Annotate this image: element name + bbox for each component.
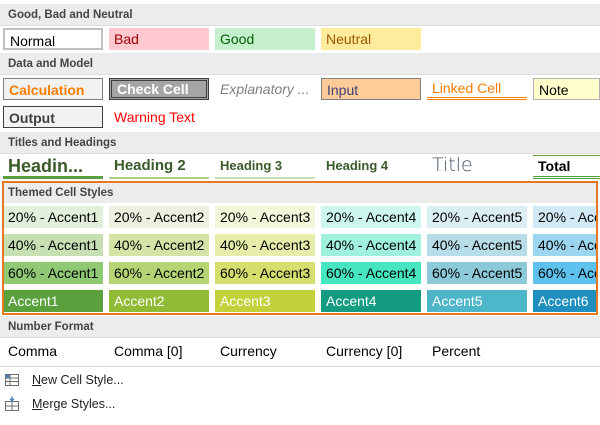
style-explanatory[interactable]: Explanatory ... <box>220 81 310 97</box>
style-total[interactable]: Total <box>533 155 600 179</box>
new-cell-style-menu-item[interactable]: New Cell Style... <box>0 369 200 391</box>
style-20-accent5[interactable]: 20% - Accent5 <box>427 206 527 228</box>
style-calculation[interactable]: Calculation <box>3 78 103 100</box>
style-check-cell[interactable]: Check Cell <box>109 78 209 100</box>
themed-selection-border <box>2 181 598 315</box>
style-accent6[interactable]: Accent6 <box>533 290 598 312</box>
section-number-format: Number Format <box>0 316 600 338</box>
style-input[interactable]: Input <box>321 78 421 100</box>
style-heading-2[interactable]: Heading 2 <box>109 155 209 179</box>
style-heading-3[interactable]: Heading 3 <box>215 155 315 179</box>
style-accent2[interactable]: Accent2 <box>109 290 209 312</box>
style-linked-cell[interactable]: Linked Cell <box>427 78 527 100</box>
style-40-accent2[interactable]: 40% - Accent2 <box>109 234 209 256</box>
style-heading-1[interactable]: Headin... <box>3 155 103 179</box>
style-good[interactable]: Good <box>215 28 315 50</box>
section-themed: Themed Cell Styles <box>4 183 596 203</box>
style-accent4[interactable]: Accent4 <box>321 290 421 312</box>
style-60-accent4[interactable]: 60% - Accent4 <box>321 262 421 284</box>
style-title[interactable]: Title <box>432 154 473 176</box>
style-percent[interactable]: Percent <box>432 343 481 359</box>
style-heading-4[interactable]: Heading 4 <box>326 158 389 173</box>
style-currency[interactable]: Currency <box>220 343 277 359</box>
style-accent1[interactable]: Accent1 <box>3 290 103 312</box>
new-cell-style-label: New Cell Style... <box>32 373 124 387</box>
style-warning-text[interactable]: Warning Text <box>114 109 195 125</box>
style-20-accent6[interactable]: 20% - Accent6 <box>533 206 598 228</box>
style-normal[interactable]: Normal <box>3 28 103 50</box>
style-40-accent6[interactable]: 40% - Accent6 <box>533 234 598 256</box>
style-40-accent1[interactable]: 40% - Accent1 <box>3 234 103 256</box>
style-60-accent2[interactable]: 60% - Accent2 <box>109 262 209 284</box>
style-60-accent6[interactable]: 60% - Accent6 <box>533 262 598 284</box>
style-40-accent4[interactable]: 40% - Accent4 <box>321 234 421 256</box>
style-60-accent3[interactable]: 60% - Accent3 <box>215 262 315 284</box>
merge-styles-label: Merge Styles... <box>32 397 116 411</box>
style-bad[interactable]: Bad <box>109 28 209 50</box>
style-output[interactable]: Output <box>3 106 103 128</box>
style-currency-0[interactable]: Currency [0] <box>326 343 403 359</box>
style-accent3[interactable]: Accent3 <box>215 290 315 312</box>
style-20-accent3[interactable]: 20% - Accent3 <box>215 206 315 228</box>
style-comma-0[interactable]: Comma [0] <box>114 343 183 359</box>
merge-styles-menu-item[interactable]: Merge Styles... <box>0 393 200 415</box>
style-40-accent3[interactable]: 40% - Accent3 <box>215 234 315 256</box>
merge-icon <box>4 396 20 412</box>
section-data-model: Data and Model <box>0 53 600 75</box>
section-titles-headings: Titles and Headings <box>0 132 600 154</box>
style-note[interactable]: Note <box>533 78 600 100</box>
style-40-accent5[interactable]: 40% - Accent5 <box>427 234 527 256</box>
style-20-accent1[interactable]: 20% - Accent1 <box>3 206 103 228</box>
style-20-accent4[interactable]: 20% - Accent4 <box>321 206 421 228</box>
section-good-bad-neutral: Good, Bad and Neutral <box>0 4 600 26</box>
style-60-accent5[interactable]: 60% - Accent5 <box>427 262 527 284</box>
style-60-accent1[interactable]: 60% - Accent1 <box>3 262 103 284</box>
style-comma[interactable]: Comma <box>8 343 58 359</box>
style-neutral[interactable]: Neutral <box>321 28 421 50</box>
new-style-icon <box>4 372 20 388</box>
style-accent5[interactable]: Accent5 <box>427 290 527 312</box>
style-20-accent2[interactable]: 20% - Accent2 <box>109 206 209 228</box>
menu-divider <box>0 366 600 367</box>
